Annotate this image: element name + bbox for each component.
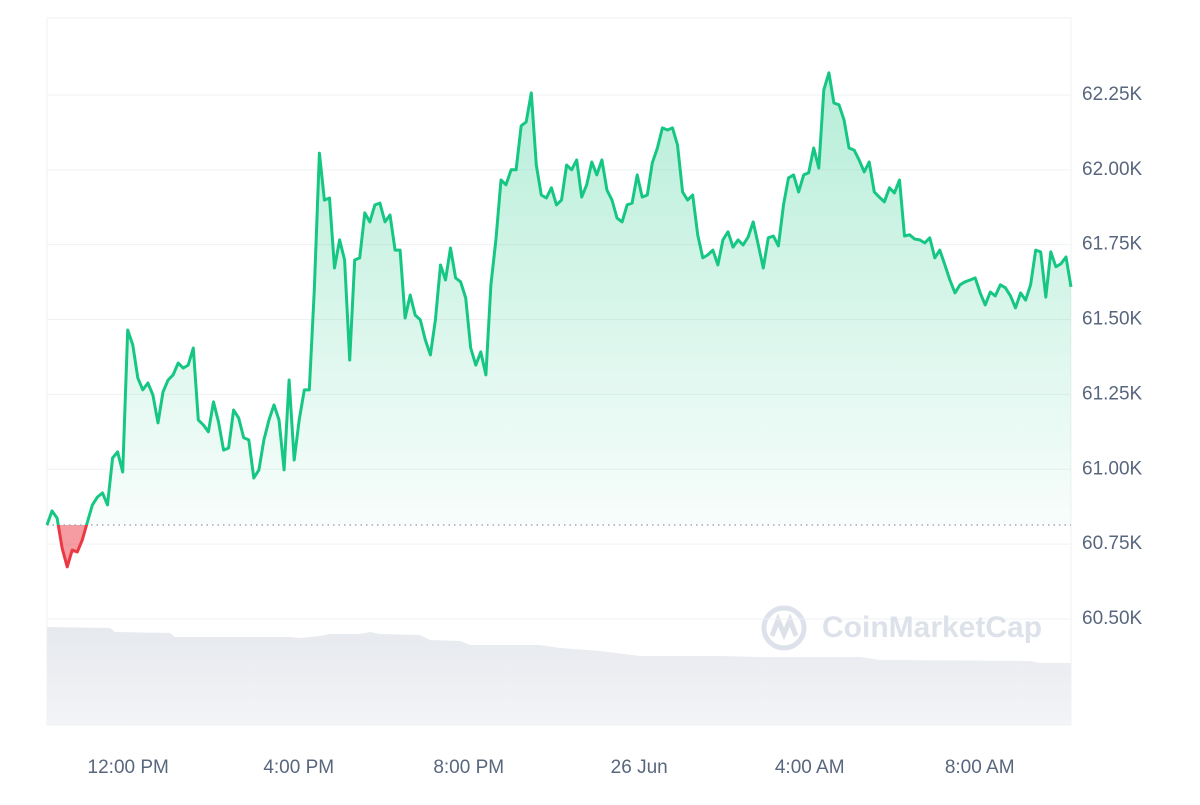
watermark: CoinMarketCap xyxy=(822,611,1042,644)
y-tick-label: 62.00K xyxy=(1082,159,1143,180)
x-tick-label: 4:00 PM xyxy=(263,757,334,778)
watermark-logo xyxy=(761,605,807,651)
y-tick-label: 61.25K xyxy=(1082,383,1143,404)
y-tick-label: 61.00K xyxy=(1082,458,1143,479)
volume-area xyxy=(47,627,1071,725)
x-tick-label: 8:00 AM xyxy=(945,757,1015,778)
y-tick-label: 61.50K xyxy=(1082,309,1143,330)
x-tick-label: 4:00 AM xyxy=(775,757,845,778)
price-line xyxy=(45,71,1073,569)
y-tick-label: 60.50K xyxy=(1082,608,1143,629)
x-tick-label: 8:00 PM xyxy=(433,757,504,778)
price-area xyxy=(47,72,1071,567)
x-tick-label: 26 Jun xyxy=(611,757,668,778)
y-tick-label: 62.25K xyxy=(1082,84,1143,105)
y-tick-label: 61.75K xyxy=(1082,234,1143,255)
x-tick-label: 12:00 PM xyxy=(88,757,169,778)
y-tick-label: 60.75K xyxy=(1082,533,1143,554)
